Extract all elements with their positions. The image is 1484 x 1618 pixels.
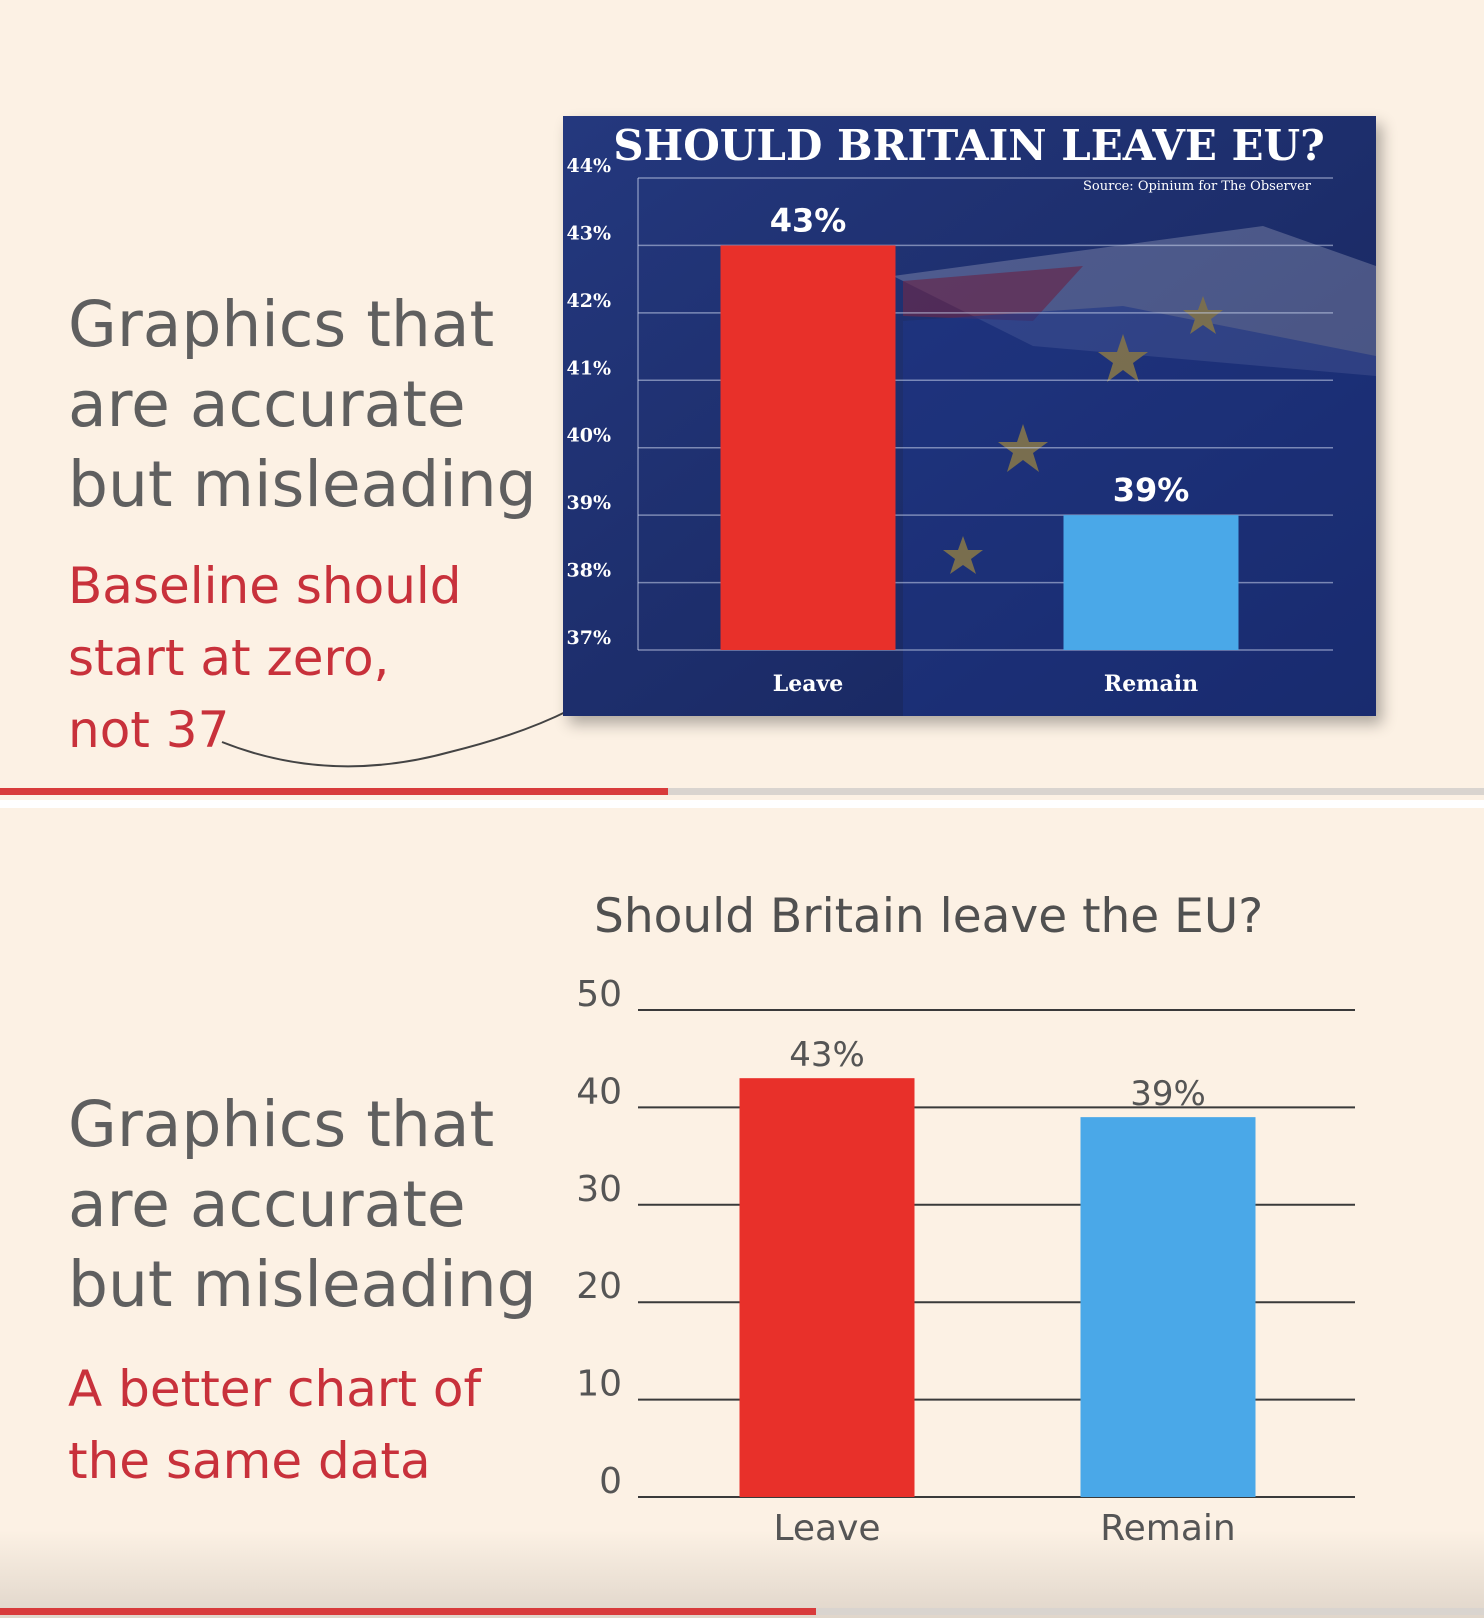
bar-remain [1063,515,1239,650]
video-progress-bar[interactable] [0,1608,1484,1615]
y-tick-label: 0 [599,1461,622,1502]
bottom-shade [0,1530,1484,1618]
y-tick-label: 30 [576,1169,622,1210]
chart-y-axis: 0 10 20 30 40 50 [576,974,622,1502]
y-tick-label: 43% [567,222,612,244]
bar-value-label: 39% [1113,471,1190,509]
corrected-bar-chart: Should Britain leave the EU? 0 10 20 30 40 50… [576,889,1355,1549]
x-category-label: Remain [1104,671,1198,697]
bar-leave [739,1078,915,1497]
y-tick-label: 20 [576,1266,622,1307]
slide-heading: Graphics that are accurate but misleadin… [68,288,537,521]
video-progress-bar[interactable] [0,788,1484,795]
y-tick-label: 38% [567,560,612,582]
x-category-label: Remain [1100,1508,1236,1549]
flag-decoration [893,226,1376,716]
bar-remain [1080,1117,1256,1497]
y-tick-label: 40% [567,425,612,447]
slide-subheading: A better chart of the same data [68,1360,482,1490]
video-progress-fill [0,788,668,795]
bar-value-label: 43% [770,201,847,239]
y-tick-label: 39% [567,492,612,514]
x-category-label: Leave [773,1508,880,1549]
chart-x-axis: Leave Remain [773,1508,1235,1549]
y-tick-label: 41% [567,357,612,379]
misleading-bar-chart: 37% 38% 39% 40% 41% 42% 43% 44% 43% 39% Leave Rem… [563,116,1376,716]
slide-misleading: Graphics that are accurate but misleadin… [0,0,1484,800]
slide-heading: Graphics that are accurate but misleadin… [68,1088,537,1321]
chart-y-axis: 37% 38% 39% 40% 41% 42% 43% 44% [567,155,612,649]
y-tick-label: 44% [567,155,612,177]
x-category-label: Leave [773,671,844,697]
bar-value-label: 43% [789,1035,865,1075]
chart-bars: 43% 39% [739,1035,1256,1497]
y-tick-label: 42% [567,290,612,312]
chart-background [563,116,1376,716]
chart-source: Source: Opinium for The Observer [1083,179,1312,194]
bar-leave [720,245,896,650]
y-tick-label: 37% [567,627,612,649]
video-progress-fill [0,1608,817,1615]
bar-value-label: 39% [1130,1074,1206,1114]
chart-title: Should Britain leave the EU? [594,889,1263,944]
y-tick-label: 10 [576,1364,622,1405]
chart-x-axis: Leave Remain [773,671,1198,697]
slide-subheading: Baseline should start at zero, not 37 [68,557,462,759]
chart-title: SHOULD BRITAIN LEAVE EU? [613,121,1325,170]
y-tick-label: 50 [576,974,622,1015]
chart-bars: 43% 39% [720,201,1239,650]
y-tick-label: 40 [576,1071,622,1112]
